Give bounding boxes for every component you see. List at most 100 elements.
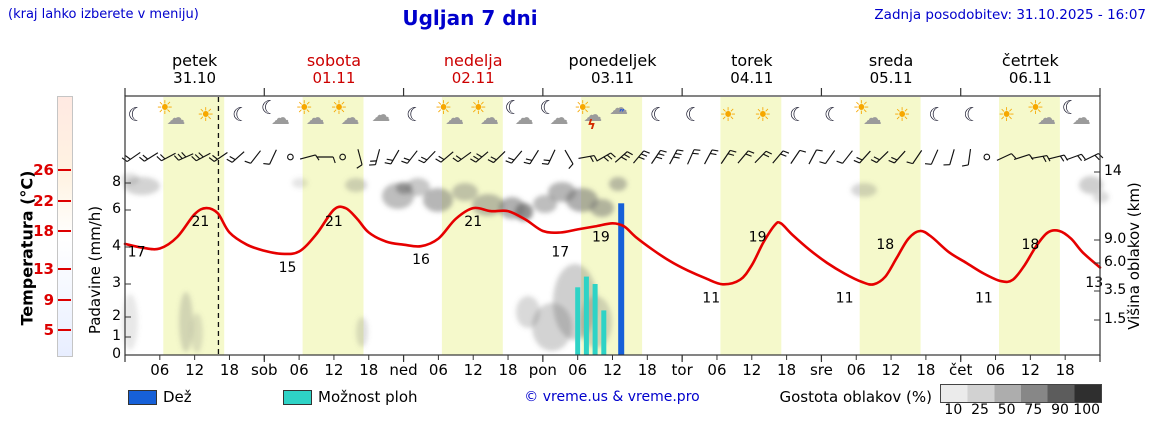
- cloud-scale-tick-label: 25: [971, 402, 989, 418]
- sun-icon: ☀: [574, 97, 592, 119]
- time-tick-label: 12: [602, 361, 623, 379]
- time-tick-label: 18: [916, 361, 936, 379]
- weather-icon: ☀ ☁: [851, 99, 885, 133]
- cloud-icon: ☁: [583, 104, 603, 126]
- svg-text:11: 11: [836, 290, 854, 306]
- precip-tick-label: 6: [112, 201, 121, 217]
- sun-icon: ☀: [852, 97, 870, 119]
- day-name: sreda: [868, 51, 914, 70]
- weather-icon: ☀: [746, 99, 780, 133]
- moon-icon: ☾: [789, 104, 807, 126]
- sun-icon: ☀: [469, 97, 487, 119]
- cloud-density-label: Gostota oblakov (%): [779, 388, 932, 406]
- cloud-icon: ☁: [445, 107, 464, 129]
- weather-icon: ☾: [781, 99, 815, 133]
- svg-text:18: 18: [876, 237, 894, 253]
- time-tick-label: 18: [637, 361, 657, 379]
- cloud-icon: ☁: [514, 107, 534, 129]
- temp-tick-label: 22: [33, 192, 54, 210]
- svg-text:21: 21: [325, 214, 343, 230]
- temp-tick-mark: [58, 268, 71, 270]
- moon-icon: ☾: [127, 104, 145, 126]
- svg-text:17: 17: [128, 245, 146, 261]
- weather-icon: ☾: [224, 99, 258, 133]
- sun-icon: ☀: [156, 97, 174, 119]
- rain-legend-label: Dež: [163, 388, 192, 406]
- svg-text:11: 11: [702, 290, 720, 306]
- time-tick-label: 12: [1020, 361, 1040, 379]
- sun-icon: ☀: [719, 104, 737, 126]
- weather-icon: ☁: [363, 99, 397, 133]
- moon-icon: ☾: [824, 104, 842, 126]
- cloud-height-tick-label: 3.5: [1104, 282, 1127, 298]
- drops-icon: ″: [619, 108, 625, 123]
- precip-tick-label: 1: [112, 328, 121, 344]
- weather-icon: ☾: [677, 99, 711, 133]
- day-header: torek 04.11: [682, 51, 822, 88]
- showers-legend-label: Možnost ploh: [318, 388, 418, 406]
- weather-icon: ☀: [189, 99, 223, 133]
- day-header: četrtek 06.11: [960, 51, 1100, 88]
- weather-icon: ☾: [398, 99, 432, 133]
- precip-tick-label: 3: [112, 275, 121, 291]
- svg-text:18: 18: [1021, 237, 1039, 253]
- day-date: 02.11: [451, 69, 495, 88]
- time-tick-label: 12: [463, 361, 483, 379]
- time-tick-label: 06: [150, 361, 170, 379]
- time-tick-label: 12: [742, 361, 762, 379]
- sun-icon: ☀: [1026, 97, 1044, 119]
- cloud-icon: ☁: [1036, 107, 1056, 129]
- day-date: 05.11: [869, 69, 913, 88]
- day-header: petek 31.10: [125, 51, 265, 88]
- moon-icon: ☾: [260, 97, 278, 119]
- sun-icon: ☀: [893, 104, 911, 126]
- copyright-link[interactable]: © vreme.us & vreme.pro: [524, 389, 700, 405]
- weather-icon: ☀: [990, 99, 1024, 133]
- day-header: nedelja 02.11: [403, 51, 543, 88]
- weather-icon: ☾: [955, 99, 989, 133]
- time-tick-label: 06: [428, 361, 448, 379]
- moon-icon: ☾: [1061, 97, 1079, 119]
- temp-tick-mark: [58, 200, 71, 202]
- svg-text:17: 17: [551, 245, 569, 261]
- showers-legend-swatch: [283, 390, 312, 405]
- cloud-icon: ☁: [371, 104, 391, 126]
- temp-tick-label: 9: [43, 291, 54, 309]
- cloud-scale-tick-label: 75: [1024, 402, 1043, 418]
- cloud-scale-tick-label: 10: [944, 402, 963, 418]
- precip-tick-label: 8: [112, 174, 121, 190]
- svg-text:11: 11: [975, 290, 993, 306]
- svg-text:21: 21: [191, 214, 209, 230]
- svg-text:19: 19: [749, 229, 767, 245]
- day-name: četrtek: [1001, 51, 1059, 70]
- time-tick-label: 06: [289, 361, 309, 379]
- sun-icon: ☀: [754, 104, 772, 126]
- time-tick-label: 12: [185, 361, 205, 379]
- weather-icon: ☀ ☁: [294, 99, 328, 133]
- weather-icon: ☀ ☁: [468, 99, 502, 133]
- sun-icon: ☀: [197, 104, 215, 126]
- time-tick-label: 18: [359, 361, 379, 379]
- time-tick-label: 06: [707, 361, 727, 379]
- temp-tick-mark: [58, 169, 71, 171]
- svg-text:13: 13: [1085, 275, 1103, 291]
- day-name: sobota: [306, 51, 361, 70]
- day-date: 01.11: [312, 69, 356, 88]
- temp-tick-mark: [58, 299, 71, 301]
- rain-legend-swatch: [128, 390, 157, 405]
- time-tick-label: 18: [219, 361, 239, 379]
- moon-icon: ☾: [684, 104, 702, 126]
- time-tick-label: pon: [528, 361, 557, 379]
- page-title: Ugljan 7 dni: [402, 6, 538, 30]
- temp-tick-label: 18: [33, 222, 54, 240]
- temp-tick-mark: [58, 329, 71, 331]
- weather-icon: ☾ ☁: [1060, 99, 1094, 133]
- precip-tick-label: 0: [112, 346, 121, 362]
- weather-icon: ☾ ☁: [537, 99, 571, 133]
- weather-icon: ☀: [886, 99, 920, 133]
- temp-tick-label: 26: [33, 161, 54, 179]
- time-tick-label: ned: [389, 361, 418, 379]
- cloud-icon: ☁: [609, 97, 629, 119]
- svg-text:19: 19: [592, 229, 610, 245]
